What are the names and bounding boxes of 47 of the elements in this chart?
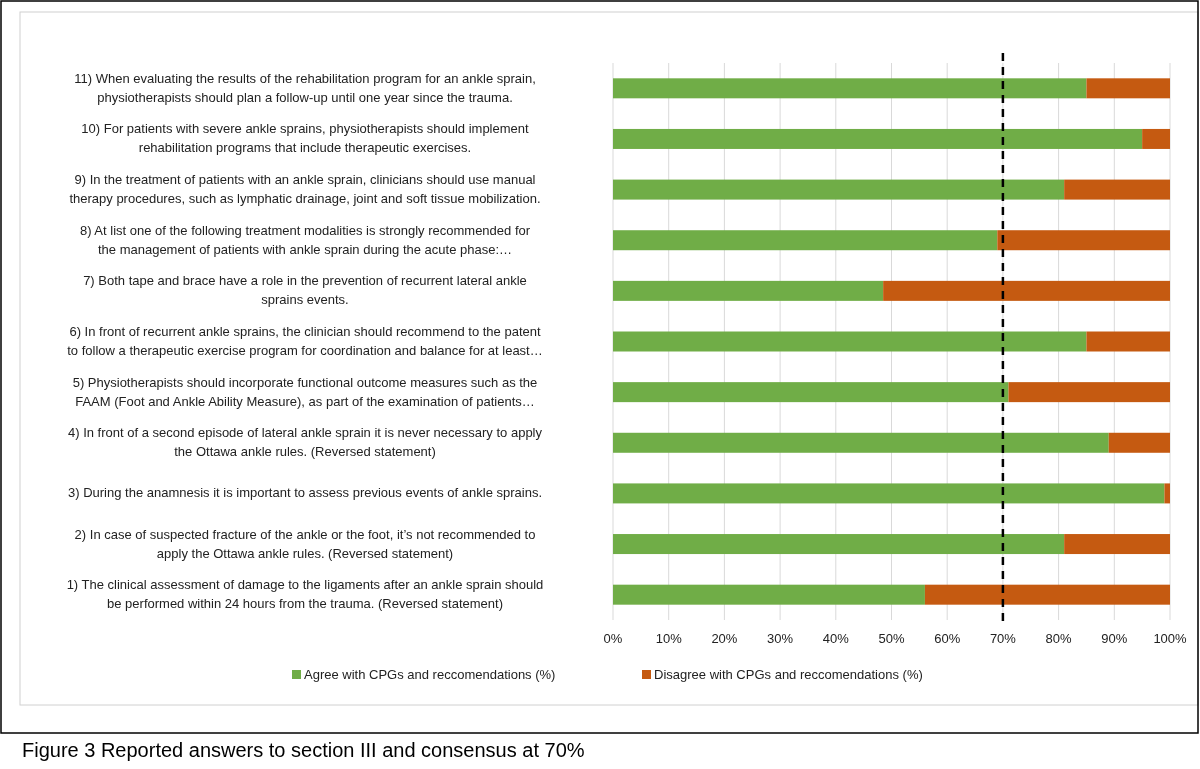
bar (1064, 534, 1170, 555)
bar (613, 230, 998, 251)
y-tick-label: 7) Both tape and brace have a role in the prevention of recurrent lateral ankle sprains events. (83, 273, 527, 308)
legend-label: Agree with CPGs and reccomendations (%) (304, 667, 556, 682)
x-tick-label: 0% (603, 631, 623, 646)
y-tick-label: 8) At list one of the following treatment modalities is strongly recommended for the management of patients with ankle sprain during the acute phase:… (79, 222, 531, 257)
bar (613, 128, 1143, 149)
bar (613, 584, 925, 605)
x-tick-label: 100% (1153, 631, 1188, 646)
bar (613, 280, 884, 301)
y-tick-label: 4) In front of a second episode of lateral ankle sprain it is never necessary to apply the Ottawa ankle rules. (Reversed statement) (67, 425, 543, 460)
bar (613, 179, 1065, 200)
bar (883, 280, 1170, 301)
x-tick-label: 10% (655, 631, 683, 646)
bar (997, 230, 1170, 251)
x-tick-label: 70% (989, 631, 1017, 646)
bar (613, 382, 1009, 403)
x-tick-label: 60% (934, 631, 961, 646)
x-tick-label: 20% (711, 631, 738, 646)
bar (613, 534, 1065, 555)
bar (1164, 483, 1170, 504)
y-tick-label: 2) In case of suspected fracture of the ankle or the foot, it’s not recommended to apply the Ottawa ankle rules. (Reversed statement) (74, 526, 536, 561)
legend-label: Disagree with CPGs and reccomendations (%) (654, 667, 923, 682)
y-tick-label: 10) For patients with severe ankle sprains, physiotherapists should implement rehabilitation programs that include therapeutic exercises. (81, 121, 530, 156)
x-tick-label: 90% (1101, 631, 1128, 646)
bar (1108, 432, 1170, 453)
bar (1086, 78, 1170, 99)
bar (1064, 179, 1170, 200)
x-tick-label: 80% (1045, 631, 1073, 646)
y-tick-label: 5) Physiotherapists should incorporate functional outcome measures such as the FAAM (Foot and Ankle Ability Measure), as part of the examination of patients… (72, 374, 538, 409)
bar (613, 331, 1087, 352)
bar (1142, 128, 1170, 149)
bar (613, 483, 1165, 504)
bar (924, 584, 1170, 605)
x-tick-label: 30% (767, 631, 794, 646)
caption: Figure 3 Reported answers to section III and consensus at 70% (22, 739, 585, 761)
x-tick-label: 40% (822, 631, 850, 646)
y-tick-label: 9) In the treatment of patients with an ankle sprain, clinicians should use manual therapy procedures, such as lymphatic drainage, joint and soft tissue mobilization. (69, 172, 541, 207)
y-tick-label: 11) When evaluating the results of the rehabilitation program for an ankle sprain, physiotherapists should plan a follow-up until one year since the trauma. (74, 70, 536, 105)
y-tick-label: 3) During the anamnesis it is important to assess previous events of ankle sprains. (67, 485, 543, 501)
y-tick-label: 6) In front of recurrent ankle sprains, the clinician should recommend to the patent to follow a therapeutic exercise program for coordination and balance for at least… (67, 324, 543, 358)
x-tick-label: 50% (878, 631, 905, 646)
y-tick-label: 1) The clinical assessment of damage to the ligaments after an ankle sprain should be performed within 24 hours from the trauma. (Reversed statement) (66, 577, 544, 612)
bar (1008, 382, 1170, 403)
bar (613, 78, 1087, 99)
bar (613, 432, 1109, 453)
bar (1086, 331, 1170, 352)
